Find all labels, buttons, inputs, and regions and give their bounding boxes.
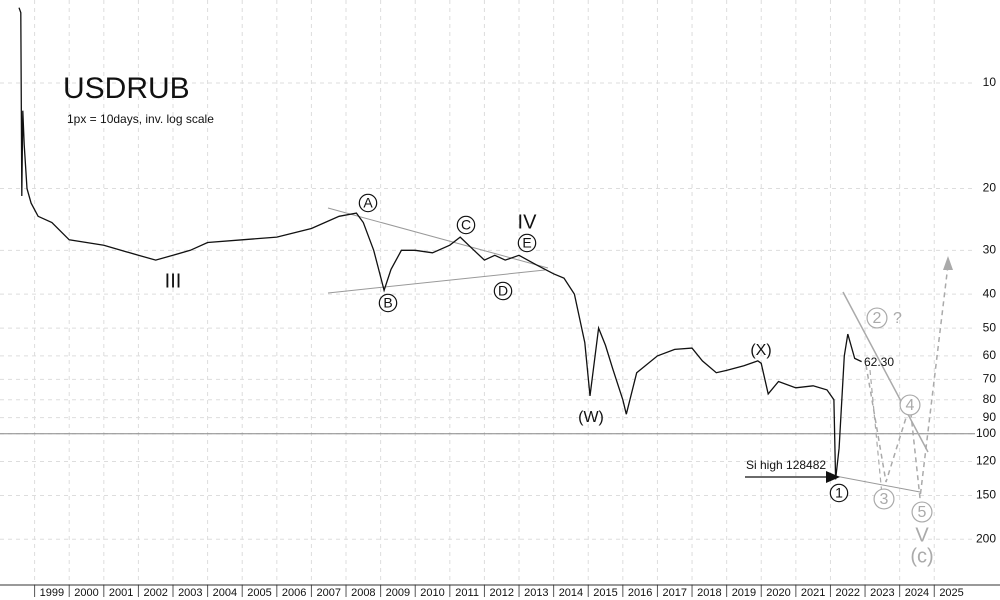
wave-label: A xyxy=(363,195,373,211)
x-tick-label: 2013 xyxy=(524,587,548,599)
x-tick-label: 2015 xyxy=(593,587,617,599)
x-tick-label: 2005 xyxy=(247,587,271,599)
annotation: IV xyxy=(518,211,538,233)
y-tick-label: 60 xyxy=(983,348,997,362)
annotation: V xyxy=(915,524,929,546)
x-tick-label: 2021 xyxy=(801,587,825,599)
y-tick-label: 100 xyxy=(976,426,996,440)
x-tick-label: 2002 xyxy=(143,587,167,599)
y-tick-label: 70 xyxy=(983,372,997,386)
y-tick-label: 120 xyxy=(976,454,996,468)
wave-circle xyxy=(493,281,513,301)
x-tick-label: 2010 xyxy=(420,587,444,599)
wave-circle xyxy=(358,193,378,213)
wave-label: C xyxy=(461,217,471,233)
x-tick-label: 1999 xyxy=(40,587,64,599)
wave-label: B xyxy=(383,295,392,311)
wave-label: 5 xyxy=(918,504,927,521)
wave-label: 1 xyxy=(835,485,843,501)
y-tick-label: 150 xyxy=(976,488,996,502)
arrow-head xyxy=(826,471,840,483)
x-tick-label: 2001 xyxy=(109,587,133,599)
wave-label: 4 xyxy=(906,397,915,414)
arrow-head xyxy=(943,256,953,270)
y-tick-label: 80 xyxy=(983,392,997,406)
trend-line xyxy=(829,474,921,493)
x-tick-label: 2007 xyxy=(316,587,340,599)
wave-circle xyxy=(899,394,921,416)
x-tick-label: 2024 xyxy=(905,587,929,599)
annotation: Si high 128482 xyxy=(746,458,826,472)
x-tick-label: 2014 xyxy=(559,587,583,599)
wave-circle xyxy=(829,483,849,503)
x-tick-label: 2025 xyxy=(939,587,963,599)
trend-line xyxy=(842,291,929,453)
x-tick-label: 2011 xyxy=(455,587,479,599)
annotation: III xyxy=(165,270,182,292)
x-tick-label: 2006 xyxy=(282,587,306,599)
x-tick-label: 2018 xyxy=(697,587,721,599)
wave-circle xyxy=(873,488,895,510)
wave-circle xyxy=(456,215,476,235)
y-tick-label: 30 xyxy=(983,242,997,256)
x-tick-label: 2022 xyxy=(836,587,860,599)
x-tick-label: 2008 xyxy=(351,587,375,599)
y-tick-label: 50 xyxy=(983,320,997,334)
wave-circle xyxy=(911,501,933,523)
y-tick-label: 90 xyxy=(983,410,997,424)
annotation: 62.30 xyxy=(864,355,894,369)
marks: A B C D E IV III (W) (X) 62.30 1 Si high 128482 2 ? 3 4… xyxy=(18,7,934,567)
y-tick-label: 20 xyxy=(983,181,997,195)
wave-label: D xyxy=(498,283,508,299)
wave-label: E xyxy=(522,235,531,251)
annotation: (X) xyxy=(750,342,771,359)
annotation: (W) xyxy=(578,409,604,426)
wave-label: 3 xyxy=(880,491,889,508)
annotation: (c) xyxy=(910,545,933,567)
projection-path xyxy=(869,369,883,496)
x-tick-label: 2003 xyxy=(178,587,202,599)
chart-title: USDRUB xyxy=(63,72,190,105)
x-tick-label: 2023 xyxy=(870,587,894,599)
wave-circle xyxy=(517,233,537,253)
x-tick-label: 2017 xyxy=(662,587,686,599)
wave-circle xyxy=(378,293,398,313)
x-tick-label: 2012 xyxy=(489,587,513,599)
price-line xyxy=(18,7,862,480)
x-tick-label: 2004 xyxy=(213,587,237,599)
trend-line xyxy=(327,269,546,294)
chart-subtitle: 1px = 10days, inv. log scale xyxy=(67,112,214,126)
x-tick-label: 2020 xyxy=(766,587,790,599)
y-tick-label: 40 xyxy=(983,286,997,300)
x-tick-label: 2016 xyxy=(628,587,652,599)
x-tick-label: 2019 xyxy=(732,587,756,599)
annotation: ? xyxy=(893,310,902,327)
wave-circle xyxy=(866,307,888,329)
x-tick-label: 2009 xyxy=(386,587,410,599)
y-tick-label: 200 xyxy=(976,531,996,545)
y-tick-label: 10 xyxy=(983,75,997,89)
x-tick-label: 2000 xyxy=(74,587,98,599)
wave-label: 2 xyxy=(873,310,882,327)
